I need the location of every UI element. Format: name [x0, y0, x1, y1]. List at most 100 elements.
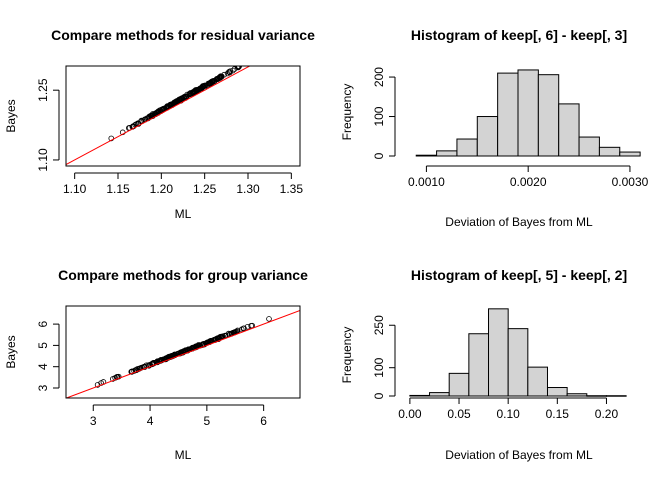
plot-frame: [65, 65, 301, 167]
panel-group-variance-histogram: Histogram of keep[, 5] - keep[, 2] Devia…: [340, 267, 627, 462]
data-point: [261, 50, 266, 55]
data-point: [167, 102, 173, 109]
x-tick-label: 5: [204, 414, 211, 428]
histogram-bar: [507, 328, 529, 397]
panel-residual-variance-histogram: Histogram of keep[, 6] - keep[, 3] Devia…: [340, 27, 649, 229]
x-tick-label: 1.15: [106, 182, 130, 196]
histogram-bar: [566, 393, 588, 397]
plot-area: 0.0010 0.0020 0.0030 0 100 200: [372, 67, 649, 189]
histogram-bar: [527, 366, 548, 397]
data-point: [192, 87, 199, 93]
y-axis-label: Bayes: [4, 99, 18, 132]
data-point: [179, 96, 186, 102]
y-axis-label: Frequency: [340, 84, 354, 141]
y-tick-label: 5: [36, 342, 50, 349]
data-point: [235, 66, 241, 71]
x-tick-label: 0.15: [546, 407, 570, 421]
histogram-bar: [476, 116, 499, 157]
histogram-bar: [429, 392, 450, 397]
histogram-bar: [546, 387, 568, 397]
chart-title: Histogram of keep[, 6] - keep[, 3]: [411, 27, 627, 43]
data-point: [246, 59, 251, 64]
x-axis-label: ML: [175, 448, 192, 462]
data-point: [248, 59, 253, 64]
histogram-bar: [488, 308, 509, 397]
data-point: [248, 322, 254, 329]
data-point: [230, 67, 236, 74]
x-tick-label: 3: [90, 414, 97, 428]
histogram-bar: [436, 150, 458, 157]
x-tick-label: 4: [147, 414, 154, 428]
data-point: [244, 323, 251, 330]
data-point: [235, 66, 242, 70]
data-point: [161, 106, 167, 112]
data-point: [258, 52, 263, 57]
x-tick-label: 1.20: [150, 182, 174, 196]
data-point: [152, 110, 158, 117]
y-tick-label: 0: [372, 152, 386, 159]
histogram-bar: [517, 69, 539, 157]
data-point: [216, 75, 222, 82]
data-point: [207, 79, 213, 86]
y-axis-label: Frequency: [340, 327, 354, 384]
data-point: [191, 88, 198, 94]
data-point: [216, 74, 223, 81]
x-tick-label: 0.10: [496, 407, 520, 421]
data-point: [193, 87, 200, 94]
y-tick-label: 1.25: [36, 78, 50, 102]
x-tick-label: 0.20: [595, 407, 619, 421]
data-point: [187, 90, 194, 97]
histogram-bar: [497, 72, 519, 157]
panel-group-variance-scatter: Compare methods for group variance ML Ba…: [4, 267, 308, 462]
histogram-bar: [409, 394, 431, 397]
reference-line: [66, 66, 251, 166]
histogram-bar: [586, 395, 607, 397]
data-point: [201, 341, 208, 348]
y-tick-label: 1.10: [36, 148, 50, 172]
reference-line: [66, 310, 300, 398]
points-layer: [66, 50, 267, 166]
data-point: [208, 79, 215, 85]
x-tick-label: 0.0030: [612, 175, 649, 189]
histogram-bar: [468, 333, 490, 397]
data-point: [234, 66, 241, 70]
histogram-bar: [415, 154, 438, 157]
x-tick-label: 1.30: [236, 182, 260, 196]
histogram-bar: [456, 138, 478, 157]
y-tick-label: 200: [372, 67, 386, 87]
data-point: [231, 66, 238, 72]
data-point: [171, 100, 177, 106]
data-point: [241, 325, 247, 332]
histogram-bar: [558, 103, 580, 157]
y-tick-label: 250: [372, 315, 386, 335]
histogram-bar: [619, 151, 641, 157]
data-point: [247, 58, 252, 63]
x-axis-label: Deviation of Bayes from ML: [445, 215, 593, 229]
y-tick-label: 100: [372, 357, 386, 377]
histogram-bar: [598, 146, 621, 157]
data-point: [115, 373, 122, 380]
y-tick-label: 3: [36, 384, 50, 391]
chart-title: Histogram of keep[, 5] - keep[, 2]: [411, 267, 627, 283]
data-point: [200, 83, 207, 90]
histogram-bar: [537, 74, 560, 157]
plot-area: 3 4 5 6 3 4 5 6: [36, 305, 301, 428]
x-tick-label: 6: [260, 414, 267, 428]
y-tick-label: 0: [372, 392, 386, 399]
plot-area: 1.10 1.15 1.20 1.25 1.30 1.35 1.10 1.25: [36, 50, 303, 196]
data-point: [250, 57, 255, 62]
histogram-bar: [578, 136, 600, 157]
data-point: [262, 50, 267, 55]
histogram-bar: [605, 395, 627, 397]
data-point: [213, 75, 220, 82]
data-point: [225, 330, 232, 337]
x-tick-label: 1.25: [193, 182, 217, 196]
plot-area: 0.00 0.05 0.10 0.15 0.20 0 100 250: [372, 308, 627, 421]
panel-residual-variance-scatter: Compare methods for residual variance ML…: [4, 27, 315, 221]
data-point: [183, 93, 190, 100]
chart-title: Compare methods for group variance: [58, 267, 308, 283]
x-axis-label: Deviation of Bayes from ML: [445, 448, 593, 462]
x-axis-label: ML: [175, 207, 192, 221]
points-layer: [66, 310, 300, 398]
